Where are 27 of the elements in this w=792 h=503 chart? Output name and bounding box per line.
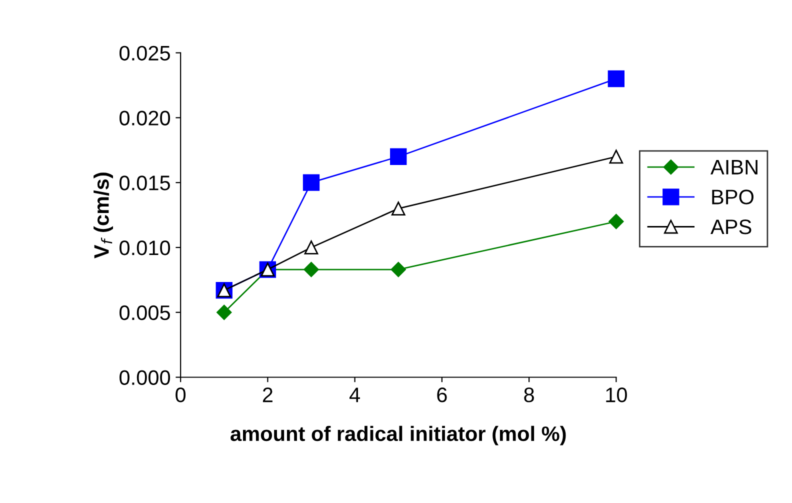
y-tick-label: 0.015: [120, 176, 170, 190]
x-axis-title: amount of radical initiator (mol %): [230, 426, 566, 446]
point: [302, 174, 320, 191]
legend-label: APS: [710, 219, 752, 234]
point: [391, 202, 406, 216]
point: [390, 148, 407, 165]
x-tick-label: 10: [606, 388, 627, 402]
point: [608, 214, 624, 230]
y-tick-label: 0.005: [120, 305, 170, 320]
x-tick-label: 2: [262, 388, 272, 402]
y-tick-label: 0.010: [120, 240, 170, 256]
x-tick-label: 4: [350, 388, 360, 402]
y-tick-label: 0.025: [120, 46, 170, 61]
y-tick-label: 0.000: [120, 370, 170, 386]
y-tick-label: 0.020: [120, 110, 170, 126]
point: [390, 262, 406, 278]
x-tick-label: 0: [176, 388, 186, 402]
point: [304, 240, 318, 254]
x-tick-label: 8: [524, 388, 534, 402]
point: [216, 304, 232, 320]
x-tick-label: 6: [437, 388, 447, 402]
point: [609, 150, 624, 164]
y-axis-title: V$_{f}$ (cm/s): [94, 172, 114, 258]
point: [304, 262, 319, 278]
legend-label: AIBN: [710, 160, 758, 174]
legend-label: BPO: [712, 190, 754, 204]
point: [608, 70, 625, 88]
